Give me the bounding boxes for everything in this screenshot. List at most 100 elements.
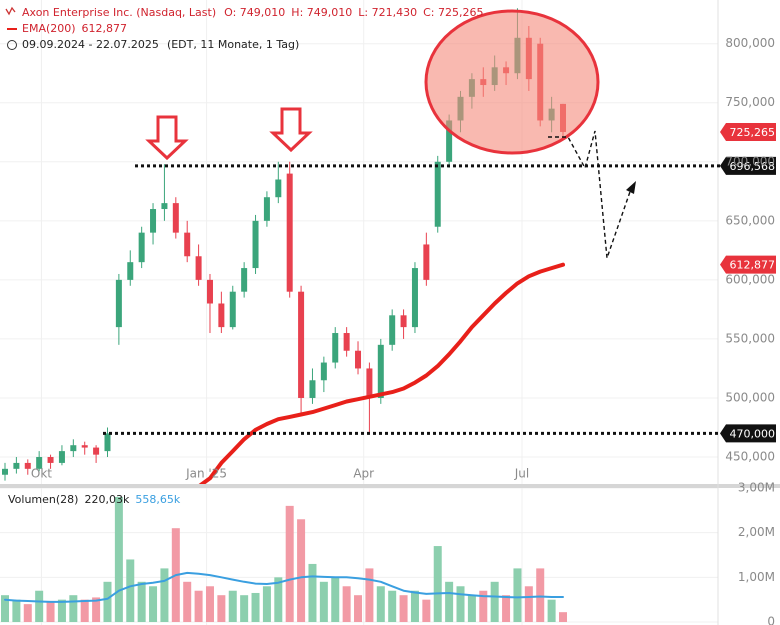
volume-bar <box>536 568 545 622</box>
candle-body <box>161 203 168 210</box>
y-tick-label: 550,000 <box>725 331 775 345</box>
volume-bar <box>240 595 249 622</box>
volume-bar <box>354 595 363 622</box>
volume-bar <box>490 581 499 622</box>
candle-body <box>252 220 259 269</box>
price-markers: 725,265 696,568 612,877 470,000 <box>103 122 776 443</box>
candle-body <box>263 197 270 221</box>
candle-body <box>389 315 396 345</box>
candle-body <box>81 445 88 448</box>
volume-bar <box>331 577 340 622</box>
candle-body <box>434 161 441 227</box>
candle-body <box>93 447 100 455</box>
date-info: (EDT, 11 Monate, 1 Tag) <box>167 38 299 51</box>
volume-bar <box>445 581 454 622</box>
volume-bar <box>1 595 9 622</box>
svg-text:Axon Enterprise Inc. (Nasdaq,: Axon Enterprise Inc. (Nasdaq, Last) O: 74… <box>22 6 483 19</box>
volume-ma-value: 558,65k <box>135 493 180 506</box>
price-marker-label: 612,877 <box>730 259 776 272</box>
ema-name: EMA(200) <box>22 22 76 35</box>
volume-bar <box>285 505 294 622</box>
volume-bar <box>376 586 385 622</box>
svg-text:EMA(200)612,877: EMA(200) 612,877 <box>22 22 127 35</box>
volume-bar <box>422 599 431 622</box>
volume-bar <box>502 595 511 622</box>
volume-bar <box>547 599 556 622</box>
candle-body <box>400 315 407 328</box>
candle-body <box>218 303 225 328</box>
volume-bar <box>183 581 192 622</box>
volume-bar <box>274 577 283 622</box>
volume-tick-label: 2,00M <box>738 525 775 539</box>
candle-body <box>355 350 362 369</box>
volume-tick-label: 0 <box>767 615 775 625</box>
volume-bar <box>365 568 374 622</box>
volume-bar <box>57 599 66 622</box>
volume-bar <box>388 590 397 622</box>
candle-body <box>70 445 77 452</box>
candle-body <box>320 362 327 381</box>
volume-bar <box>23 604 32 622</box>
x-tick-label: Okt <box>31 467 52 481</box>
projection-arrowhead <box>626 181 636 194</box>
price-marker <box>720 156 776 175</box>
candle-body <box>47 457 54 463</box>
grid <box>0 0 718 625</box>
header-value: H: 749,010 <box>291 6 352 19</box>
header: Axon Enterprise Inc. (Nasdaq, Last) O: 74… <box>5 6 483 506</box>
volume-bar <box>399 595 408 622</box>
volume-bar <box>69 595 78 622</box>
volume-ma-line <box>4 571 564 603</box>
price-marker <box>720 122 776 141</box>
volume-bar <box>479 590 488 622</box>
ema-line <box>198 262 565 484</box>
volume-bar <box>559 612 567 622</box>
candle-body <box>13 462 20 469</box>
volume-bar <box>456 586 465 622</box>
candle-body <box>138 232 145 263</box>
volume-bar <box>410 590 419 622</box>
y-tick-label: 450,000 <box>725 450 775 464</box>
volume-bar <box>126 559 135 622</box>
y-tick-label: 800,000 <box>725 36 775 50</box>
candle-body <box>286 173 293 292</box>
x-tick-label: Jan '25 <box>185 467 227 481</box>
candle-body <box>298 291 305 398</box>
volume-bar <box>251 592 260 622</box>
y-tick-label: 700,000 <box>725 154 775 168</box>
highlight-circle <box>424 9 600 155</box>
candle-body <box>377 344 384 398</box>
volume-bar <box>297 519 306 622</box>
volume-bar <box>308 563 317 622</box>
x-tick-label: Apr <box>353 467 374 481</box>
volume-bar <box>114 496 123 622</box>
volume-bar <box>137 581 146 622</box>
down-arrow <box>145 115 189 161</box>
volume-bar <box>262 586 271 622</box>
candle-body <box>343 333 350 351</box>
header-value: C: 725,265 <box>423 6 483 19</box>
candle-body <box>115 279 122 328</box>
price-marker-label: 725,265 <box>730 126 776 139</box>
volume-pane <box>1 496 567 622</box>
date-range: 09.09.2024 - 22.07.2025 <box>22 38 159 51</box>
volume-bar <box>342 586 351 622</box>
candle-body <box>241 268 248 292</box>
volume-name: Volumen(28) <box>8 493 78 506</box>
volume-last: 220,03k <box>84 493 129 506</box>
volume-bar <box>160 568 169 622</box>
header-value: O: 749,010 <box>224 6 285 19</box>
candle-body <box>150 209 157 233</box>
volume-bar <box>433 546 442 622</box>
candle-body <box>172 203 179 233</box>
price-marker <box>720 424 776 443</box>
down-arrow <box>269 107 313 153</box>
volume-bar <box>80 599 89 622</box>
candle-body <box>104 433 111 452</box>
candle-body <box>2 468 8 475</box>
candle-body <box>206 279 213 304</box>
candle-body <box>24 462 31 469</box>
pane-separator <box>0 484 780 488</box>
